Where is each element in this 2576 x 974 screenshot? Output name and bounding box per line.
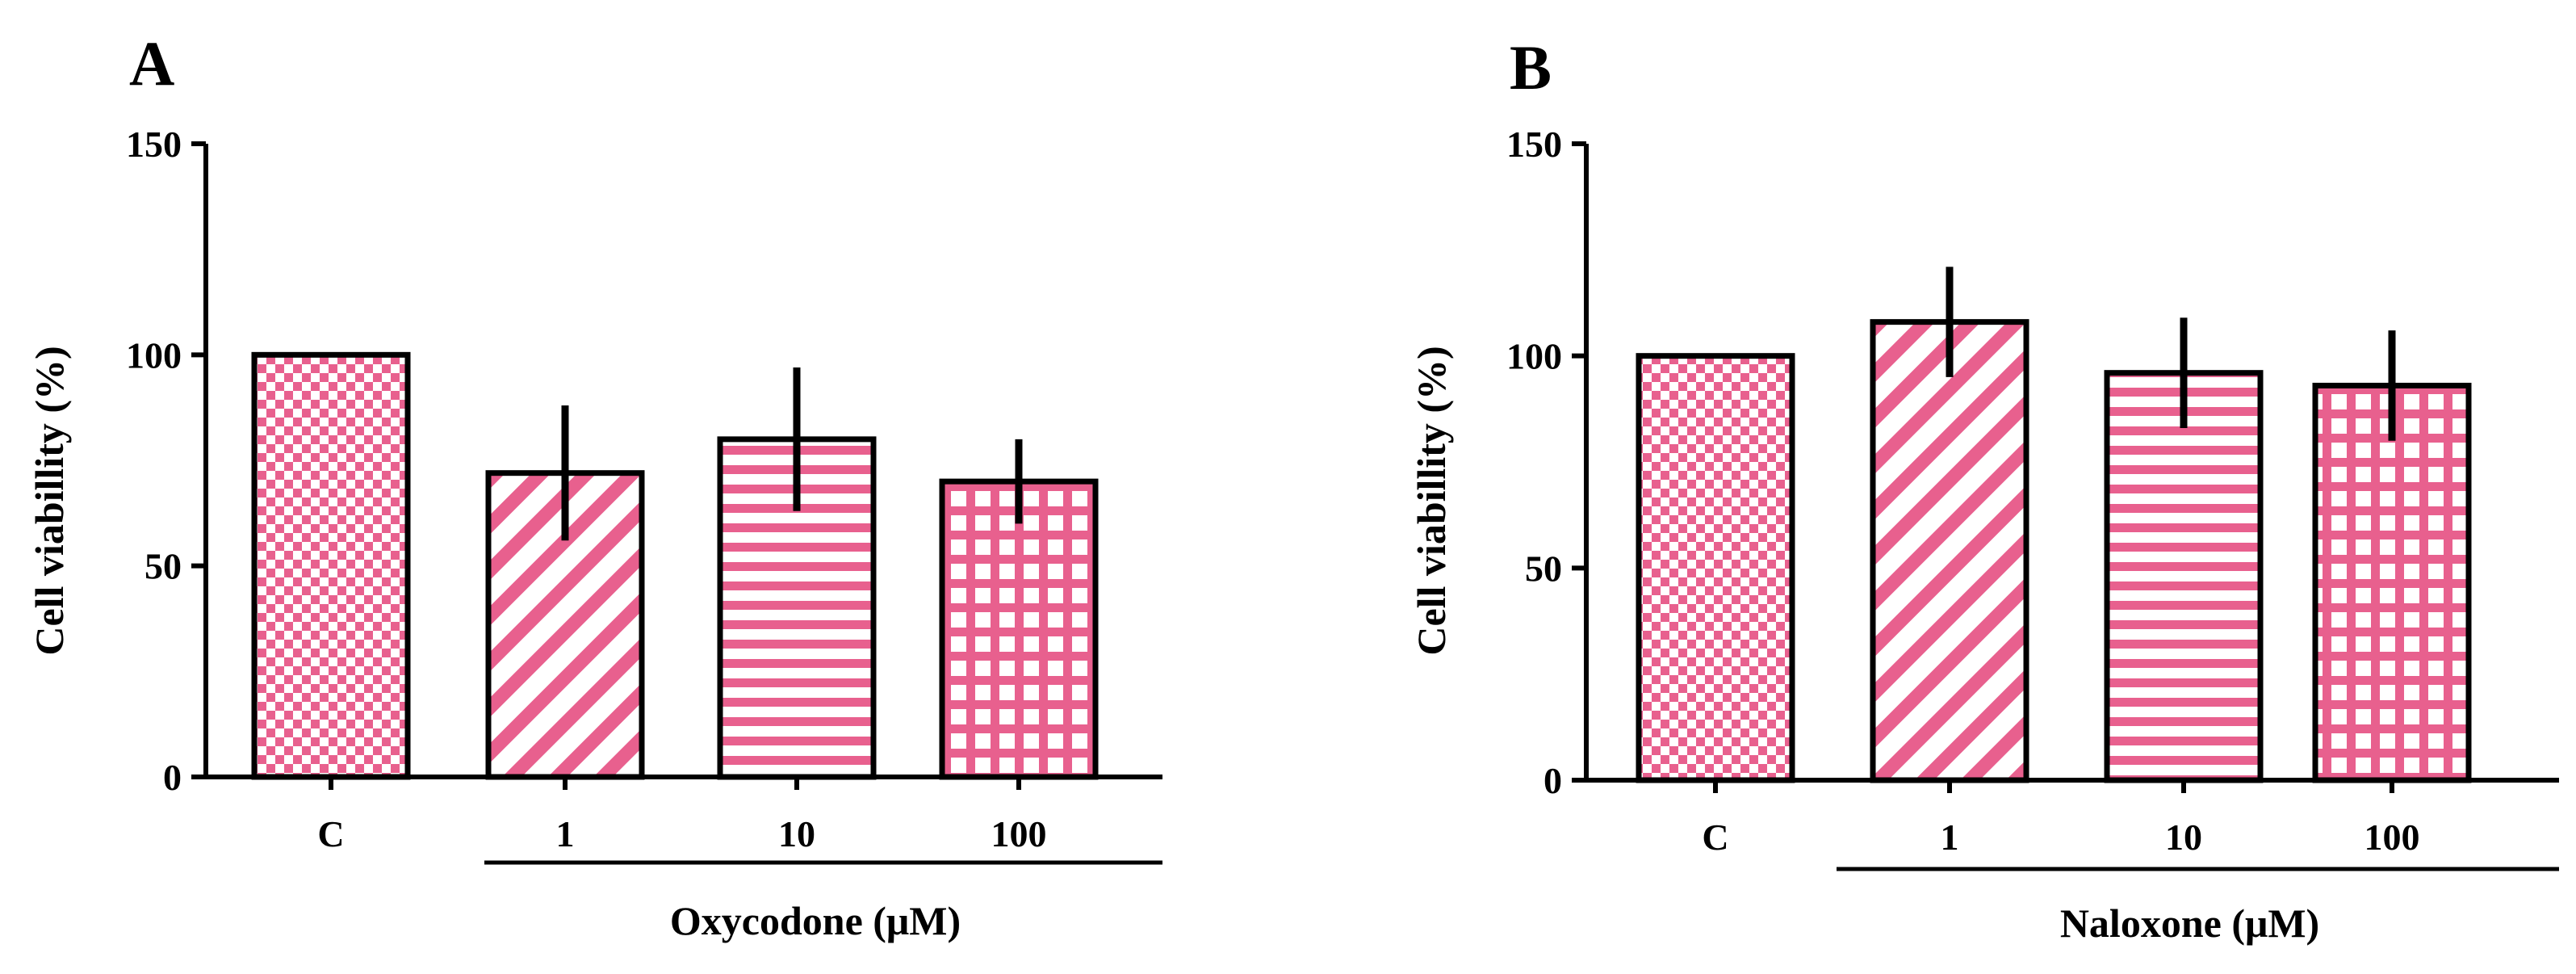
y-tick-label: 150 [126, 124, 182, 165]
x-tick-label: 10 [2165, 817, 2202, 858]
group-label: Oxycodone (μM) [670, 898, 961, 943]
x-tick-label: 100 [2364, 817, 2420, 858]
x-tick-label: C [317, 813, 344, 854]
bar-10 [2104, 370, 2264, 783]
y-axis-title: Cell viabillity (%) [27, 346, 72, 655]
x-tick-label: 1 [1941, 817, 1959, 858]
y-tick-label: 0 [1544, 760, 1562, 801]
bar-100 [939, 478, 1099, 780]
x-tick-label: 100 [991, 813, 1047, 854]
group-label: Naloxone (μM) [2060, 901, 2319, 946]
y-tick-label: 150 [1506, 124, 1562, 165]
bar-100 [2312, 382, 2472, 783]
y-tick-label: 0 [163, 757, 182, 798]
y-tick-label: 100 [1506, 336, 1562, 377]
y-tick-label: 50 [1525, 548, 1562, 589]
panel-label: A [129, 28, 174, 99]
x-tick-label: 1 [556, 813, 575, 854]
bar-C [251, 351, 411, 780]
bar-C [1636, 353, 1795, 783]
panel-label: B [1510, 32, 1552, 103]
x-tick-label: 10 [778, 813, 815, 854]
x-tick-label: C [1702, 817, 1728, 858]
bar-1 [1870, 319, 2029, 783]
y-tick-label: 50 [145, 546, 182, 587]
y-tick-label: 100 [126, 334, 182, 376]
y-axis-title: Cell viabillity (%) [1409, 346, 1454, 655]
